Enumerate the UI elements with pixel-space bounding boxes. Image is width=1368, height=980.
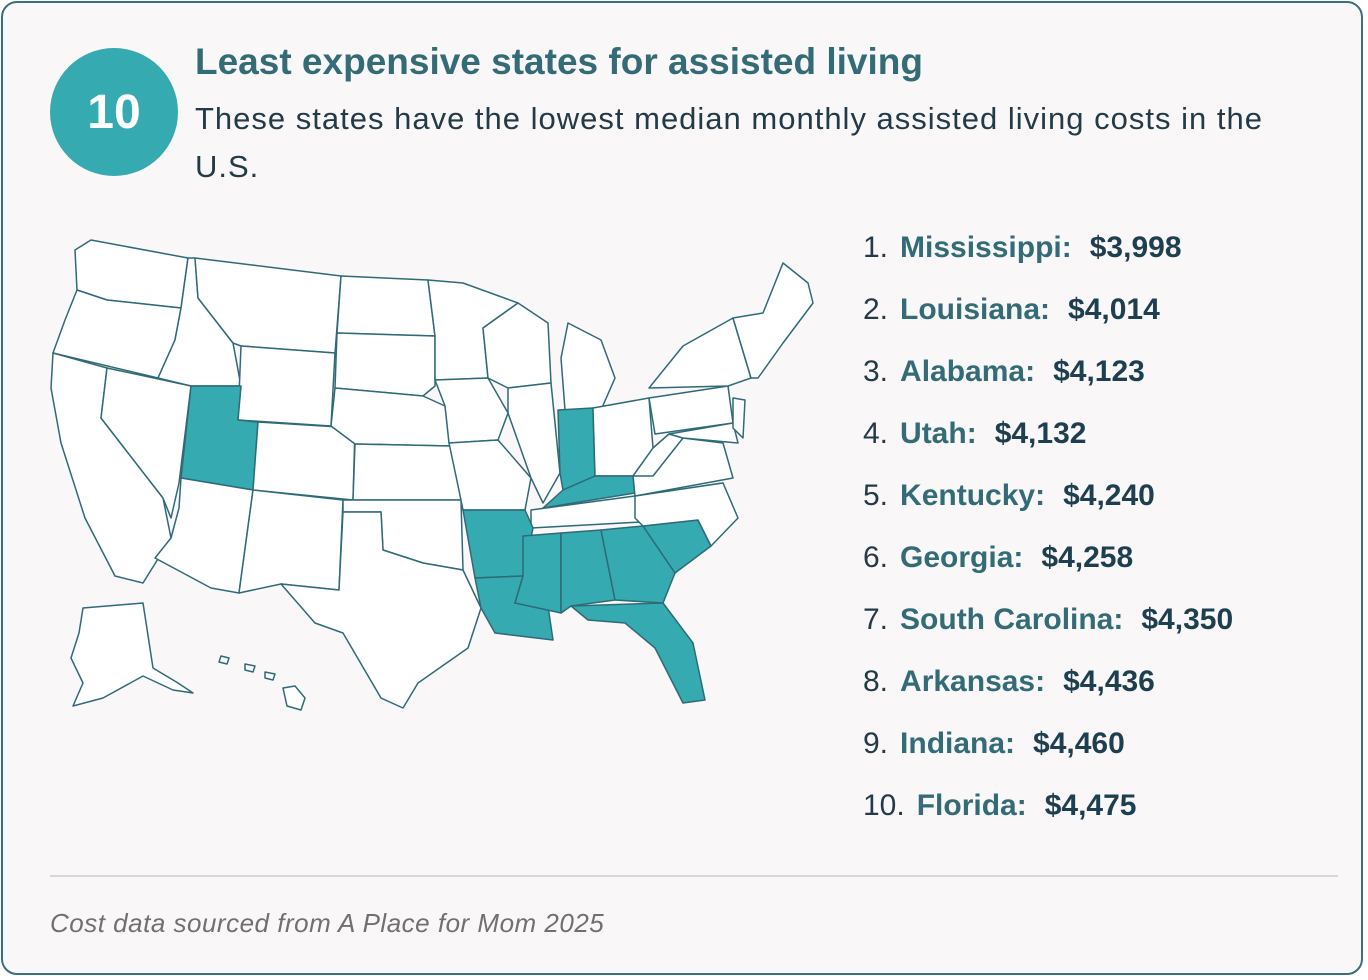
ranking-item: 1. Mississippi: $3,998 bbox=[863, 231, 1233, 293]
rank-number: 8. bbox=[863, 665, 889, 698]
state-name: Florida: bbox=[916, 789, 1027, 822]
state-new-jersey bbox=[732, 397, 746, 439]
state-florida bbox=[570, 602, 706, 704]
rank-number: 6. bbox=[863, 541, 889, 574]
rank-number: 1. bbox=[863, 231, 889, 264]
monthly-cost: $4,460 bbox=[1033, 727, 1125, 760]
monthly-cost: $4,014 bbox=[1068, 293, 1160, 326]
state-south-dakota bbox=[334, 332, 436, 397]
rank-number: 4. bbox=[863, 417, 889, 450]
divider bbox=[50, 875, 1338, 877]
ranking-item: 6. Georgia: $4,258 bbox=[863, 541, 1233, 603]
ranking-item: 2. Louisiana: $4,014 bbox=[863, 293, 1233, 355]
rank-number: 5. bbox=[863, 479, 889, 512]
state-north-dakota bbox=[336, 275, 436, 337]
state-kansas bbox=[352, 443, 462, 501]
rank-number: 3. bbox=[863, 355, 889, 388]
state-new-england bbox=[732, 262, 814, 379]
state-name: Alabama: bbox=[900, 355, 1036, 388]
monthly-cost: $4,132 bbox=[994, 417, 1087, 450]
rank-number: 7. bbox=[863, 603, 889, 636]
monthly-cost: $4,436 bbox=[1063, 665, 1155, 698]
monthly-cost: $4,350 bbox=[1141, 603, 1234, 636]
rank-number: 9. bbox=[863, 727, 889, 760]
monthly-cost: $4,475 bbox=[1044, 789, 1137, 822]
state-name: Kentucky: bbox=[900, 479, 1046, 512]
source-note: Cost data sourced from A Place for Mom 2… bbox=[50, 908, 605, 938]
state-illinois bbox=[507, 382, 561, 504]
ranking-item: 9. Indiana: $4,460 bbox=[863, 727, 1233, 789]
state-wyoming bbox=[237, 345, 336, 427]
monthly-cost: $3,998 bbox=[1089, 231, 1182, 264]
state-new-mexico bbox=[238, 489, 344, 594]
ranking-item: 10. Florida: $4,475 bbox=[863, 789, 1233, 851]
ranking-item: 7. South Carolina: $4,350 bbox=[863, 603, 1233, 665]
rank-count-badge: 10 bbox=[50, 48, 178, 176]
rank-number: 10. bbox=[863, 789, 905, 822]
state-texas bbox=[280, 511, 482, 709]
monthly-cost: $4,258 bbox=[1041, 541, 1134, 574]
rank-number: 2. bbox=[863, 293, 889, 326]
ranking-item: 3. Alabama: $4,123 bbox=[863, 355, 1233, 417]
ranking-item: 8. Arkansas: $4,436 bbox=[863, 665, 1233, 727]
state-alaska bbox=[70, 602, 194, 707]
state-hawaii bbox=[282, 685, 306, 711]
state-nebraska bbox=[330, 387, 452, 447]
page-title: Least expensive states for assisted livi… bbox=[195, 41, 923, 82]
state-name: Louisiana: bbox=[900, 293, 1051, 326]
state-alabama bbox=[560, 529, 616, 614]
monthly-cost: $4,123 bbox=[1053, 355, 1145, 388]
page-subtitle: These states have the lowest median mont… bbox=[195, 101, 1263, 184]
state-missouri bbox=[448, 439, 532, 511]
monthly-cost: $4,240 bbox=[1063, 479, 1155, 512]
ranking-item: 5. Kentucky: $4,240 bbox=[863, 479, 1233, 541]
state-hawaii-islands bbox=[218, 655, 276, 681]
state-georgia bbox=[600, 525, 676, 604]
state-maryland bbox=[668, 422, 739, 444]
state-colorado bbox=[252, 421, 356, 501]
state-name: Utah: bbox=[900, 417, 977, 450]
state-mississippi bbox=[514, 532, 562, 614]
us-map bbox=[50, 239, 814, 711]
state-michigan bbox=[560, 322, 616, 411]
ranking-list: 1. Mississippi: $3,998 2. Louisiana: $4,014 3.… bbox=[863, 231, 1233, 851]
state-name: Indiana: bbox=[900, 727, 1016, 760]
ranking-item: 4. Utah: $4,132 bbox=[863, 417, 1233, 479]
state-name: Arkansas: bbox=[900, 665, 1046, 698]
state-name: South Carolina: bbox=[900, 603, 1124, 636]
state-name: Georgia: bbox=[900, 541, 1024, 574]
state-north-carolina bbox=[634, 482, 739, 547]
state-name: Mississippi: bbox=[900, 231, 1072, 264]
